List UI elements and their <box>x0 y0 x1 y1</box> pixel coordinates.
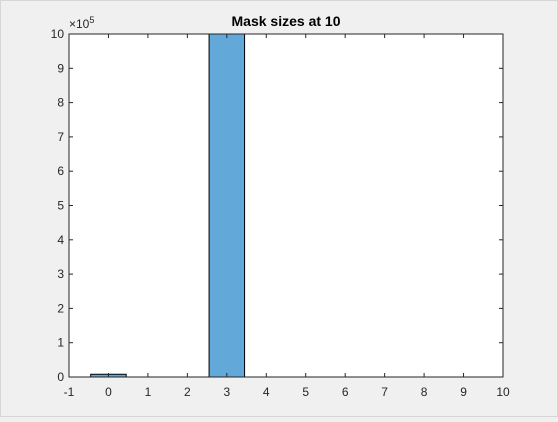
x-tick-label: 1 <box>145 385 152 399</box>
y-tick-label: 1 <box>57 336 64 350</box>
y-tick-label: 0 <box>57 370 64 384</box>
x-tick-label: 7 <box>381 385 388 399</box>
y-tick-label: 10 <box>51 27 65 41</box>
y-exponent-power: 5 <box>89 15 94 25</box>
y-tick-label: 4 <box>57 233 64 247</box>
bar-3 <box>209 34 245 377</box>
x-tick-label: 0 <box>105 385 112 399</box>
plot-area <box>69 34 503 377</box>
x-tick-label: -1 <box>64 385 75 399</box>
x-tick-label: 8 <box>421 385 428 399</box>
x-tick-label: 4 <box>263 385 270 399</box>
y-tick-label: 6 <box>57 164 64 178</box>
x-tick-label: 2 <box>184 385 191 399</box>
x-tick-label: 9 <box>460 385 467 399</box>
y-exponent-base: ×10 <box>69 17 90 31</box>
y-tick-label: 5 <box>57 199 64 213</box>
y-tick-label: 3 <box>57 267 64 281</box>
y-tick-label: 9 <box>57 61 64 75</box>
y-tick-label: 2 <box>57 301 64 315</box>
y-tick-label: 7 <box>57 130 64 144</box>
x-tick-label: 3 <box>223 385 230 399</box>
x-tick-label: 6 <box>342 385 349 399</box>
y-exponent-label: ×105 <box>69 15 94 31</box>
x-tick-label: 5 <box>302 385 309 399</box>
x-tick-label: 10 <box>496 385 510 399</box>
chart-title: Mask sizes at 10 <box>232 13 341 29</box>
y-tick-label: 8 <box>57 96 64 110</box>
